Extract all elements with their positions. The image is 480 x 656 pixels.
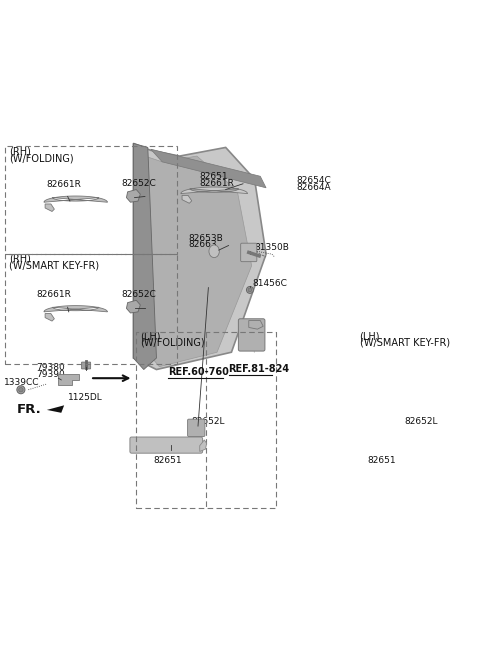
FancyBboxPatch shape xyxy=(130,437,203,453)
Text: 81456C: 81456C xyxy=(253,279,288,287)
Text: 82652L: 82652L xyxy=(405,417,438,426)
Text: 81350B: 81350B xyxy=(254,243,289,252)
Text: 82654C: 82654C xyxy=(297,176,331,185)
Text: (RH): (RH) xyxy=(9,146,31,157)
Polygon shape xyxy=(133,144,156,369)
Polygon shape xyxy=(249,321,263,329)
Text: (W/FOLDING): (W/FOLDING) xyxy=(140,338,205,348)
Text: 82661R: 82661R xyxy=(36,290,72,299)
FancyBboxPatch shape xyxy=(401,419,419,436)
Text: (LH): (LH) xyxy=(140,331,161,341)
Polygon shape xyxy=(151,149,266,188)
FancyBboxPatch shape xyxy=(343,437,416,453)
Ellipse shape xyxy=(283,187,296,206)
Bar xyxy=(136,332,276,508)
Polygon shape xyxy=(126,190,140,202)
Polygon shape xyxy=(47,405,64,413)
Text: 1339CC: 1339CC xyxy=(3,378,39,387)
Text: 82664A: 82664A xyxy=(297,183,331,192)
Polygon shape xyxy=(133,144,266,369)
Circle shape xyxy=(248,288,252,292)
Text: 79380: 79380 xyxy=(36,363,65,372)
Polygon shape xyxy=(413,440,420,451)
Text: 82661R: 82661R xyxy=(200,179,235,188)
Text: 82651: 82651 xyxy=(154,456,182,465)
Polygon shape xyxy=(182,195,192,203)
Polygon shape xyxy=(45,204,54,211)
Text: 82651: 82651 xyxy=(200,173,228,181)
Circle shape xyxy=(17,386,25,394)
Text: REF.81-824: REF.81-824 xyxy=(228,365,290,375)
Text: 82651: 82651 xyxy=(367,456,396,465)
FancyBboxPatch shape xyxy=(82,362,91,369)
FancyBboxPatch shape xyxy=(188,419,205,436)
Polygon shape xyxy=(44,306,108,312)
Polygon shape xyxy=(126,300,140,313)
Text: 82663: 82663 xyxy=(188,241,217,249)
Polygon shape xyxy=(44,196,108,202)
Polygon shape xyxy=(45,314,54,321)
FancyBboxPatch shape xyxy=(240,243,257,262)
Text: 82652C: 82652C xyxy=(122,179,156,188)
Polygon shape xyxy=(200,440,207,451)
Polygon shape xyxy=(181,187,248,194)
Bar xyxy=(5,146,177,254)
Text: 82652L: 82652L xyxy=(191,417,225,426)
Text: (W/FOLDING): (W/FOLDING) xyxy=(9,154,73,163)
Text: (W/SMART KEY-FR): (W/SMART KEY-FR) xyxy=(360,338,450,348)
FancyBboxPatch shape xyxy=(239,319,265,351)
Ellipse shape xyxy=(209,245,219,258)
Text: 82653B: 82653B xyxy=(188,234,223,243)
Text: 82652C: 82652C xyxy=(122,290,156,299)
Text: 79390: 79390 xyxy=(36,369,65,379)
Text: REF.60-760: REF.60-760 xyxy=(168,367,229,377)
Circle shape xyxy=(246,287,253,293)
Text: (W/SMART KEY-FR): (W/SMART KEY-FR) xyxy=(9,260,99,271)
Text: (LH): (LH) xyxy=(360,331,380,341)
Polygon shape xyxy=(59,373,79,385)
Bar xyxy=(5,254,177,364)
Text: (RH): (RH) xyxy=(9,254,31,264)
Polygon shape xyxy=(145,156,252,367)
Circle shape xyxy=(19,388,23,392)
Text: FR.: FR. xyxy=(17,403,42,416)
Text: 82661R: 82661R xyxy=(47,180,82,190)
Text: 1125DL: 1125DL xyxy=(68,393,102,401)
